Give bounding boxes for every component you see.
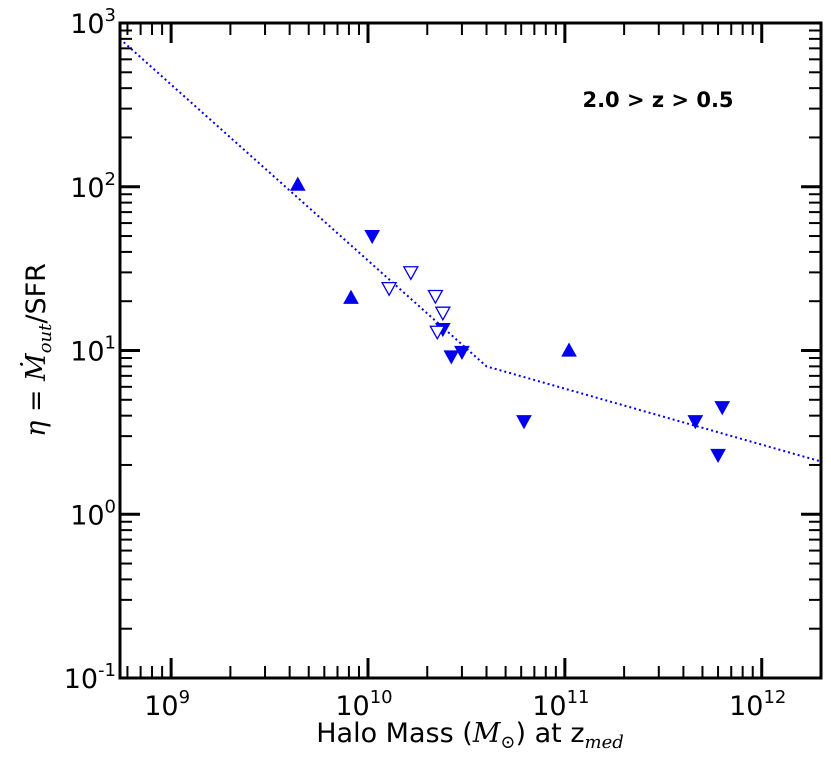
marker-filled-up: [343, 289, 359, 304]
marker-open-down: [380, 281, 398, 297]
marker-filled-up: [561, 342, 577, 357]
marker-filled-down: [364, 229, 381, 245]
y-tick-label: 10-1: [64, 660, 116, 695]
marker-filled-up: [289, 176, 306, 191]
marker-filled-down: [710, 448, 726, 464]
marker-filled-down: [443, 350, 460, 365]
data-markers: [289, 176, 731, 464]
annotation: 2.0 > z > 0.5: [582, 88, 733, 112]
marker-filled-down: [516, 415, 532, 430]
y-axis-label: η = Ṁout/SFR: [19, 263, 56, 437]
x-tick-label: 1012: [729, 687, 786, 722]
marker-open-down: [434, 306, 451, 322]
marker-open-down: [402, 266, 419, 281]
plot-frame: [118, 21, 823, 680]
x-tick-label: 1011: [532, 687, 589, 722]
marker-open-down: [427, 289, 444, 305]
y-tick-label: 100: [70, 496, 116, 531]
y-tick-label: 103: [70, 5, 116, 40]
marker-filled-down: [714, 401, 731, 416]
fit-line: [119, 38, 822, 463]
tick-labels: 109 1010 1011 1012 10-1 100 101 102 103: [64, 5, 787, 722]
x-tick-label: 109: [144, 687, 190, 722]
marker-filled-down: [454, 345, 470, 360]
axis-ticks: [120, 21, 822, 680]
marker-open-down: [429, 325, 446, 341]
y-tick-label: 102: [70, 169, 116, 204]
marker-filled-down: [687, 415, 704, 430]
y-tick-label: 101: [70, 333, 116, 368]
x-axis-label: Halo Mass (M⊙) at zmed: [316, 718, 624, 753]
x-tick-label: 1010: [335, 687, 392, 722]
